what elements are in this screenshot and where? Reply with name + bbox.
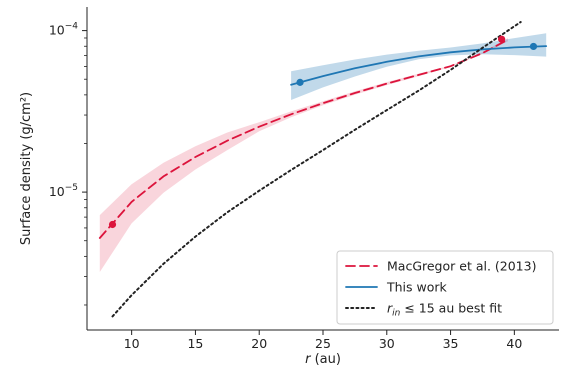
series-markers [108, 35, 538, 229]
y-tick-label-0: 10−5 [49, 183, 78, 199]
line-this-work [290, 45, 548, 86]
legend-label-2: rin ≤ 15 au best fit [387, 301, 502, 319]
legend-label-0: MacGregor et al. (2013) [387, 259, 536, 274]
marker-this-work-0 [296, 78, 304, 86]
marker-macgregor-et-al-2013-0 [108, 220, 117, 229]
y-axis-label: Surface density (g/cm²) [19, 92, 34, 245]
line-macgregor-et-al-2013 [98, 38, 509, 239]
x-tick-label-35: 35 [443, 336, 459, 351]
x-axis-label: r (au) [305, 352, 341, 367]
legend: MacGregor et al. (2013) This work rin ≤ 15… [336, 250, 554, 325]
legend-box [336, 250, 554, 325]
x-tick-label-30: 30 [379, 336, 395, 351]
x-tick-label-20: 20 [251, 336, 267, 351]
band-macgregor-et-al-2013 [99, 38, 509, 272]
y-tick-label-1: 10−4 [49, 22, 78, 38]
series-lines [98, 21, 548, 318]
x-tick-label-40: 40 [506, 336, 522, 351]
x-tick-label-25: 25 [315, 336, 331, 351]
x-tick-label-10: 10 [124, 336, 140, 351]
legend-label-1: This work [386, 280, 448, 295]
axes: 10 15 20 25 30 35 40 10−5 10−4 [49, 7, 559, 351]
line-r-in-15-au-best-fit [111, 21, 522, 318]
marker-macgregor-et-al-2013-1 [497, 35, 506, 43]
x-tick-label-15: 15 [187, 336, 203, 351]
marker-this-work-1 [529, 42, 538, 51]
